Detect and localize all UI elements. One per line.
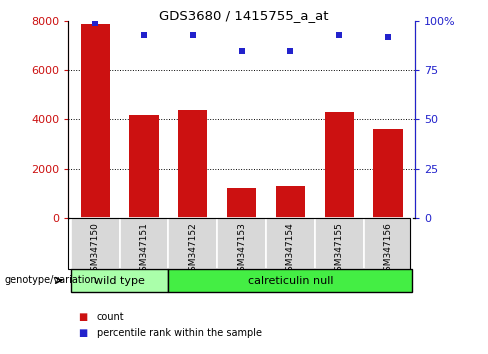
Bar [168,269,412,292]
Text: calreticulin null: calreticulin null [247,275,333,286]
Text: GSM347152: GSM347152 [188,222,197,276]
Bar [325,112,354,218]
Text: GSM347151: GSM347151 [140,222,148,277]
Text: ■: ■ [78,312,87,322]
Text: percentile rank within the sample: percentile rank within the sample [97,328,262,338]
Point [140,32,148,38]
Bar [276,186,305,218]
Point [384,34,392,40]
Bar [71,218,120,269]
Text: GDS3680 / 1415755_a_at: GDS3680 / 1415755_a_at [159,9,329,22]
Text: genotype/variation: genotype/variation [5,275,98,285]
Text: GSM347150: GSM347150 [91,222,100,277]
Bar [120,218,168,269]
Bar [168,218,217,269]
Bar [178,110,207,218]
Point [238,48,245,53]
Text: GSM347155: GSM347155 [335,222,344,277]
Bar [373,129,403,218]
Point [189,32,197,38]
Bar [364,218,412,269]
Bar [266,218,315,269]
Text: GSM347156: GSM347156 [384,222,392,277]
Text: ■: ■ [78,328,87,338]
Text: GSM347154: GSM347154 [286,222,295,276]
Bar [129,115,159,218]
Bar [315,218,364,269]
Point [91,21,99,26]
Bar [81,24,110,218]
Text: wild type: wild type [94,275,145,286]
Text: GSM347153: GSM347153 [237,222,246,277]
Point [286,48,294,53]
Bar [227,188,256,218]
Bar [71,269,168,292]
Point [335,32,343,38]
Text: count: count [97,312,124,322]
Bar [217,218,266,269]
